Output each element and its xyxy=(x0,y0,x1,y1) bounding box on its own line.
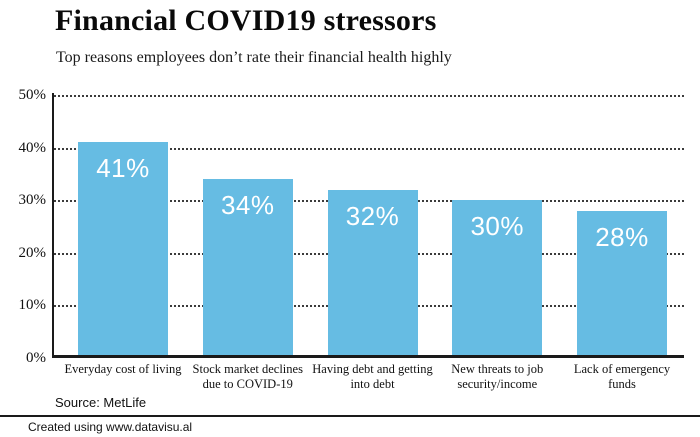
plot-area: 41% 34% 32% 30% 28% xyxy=(52,93,684,358)
source-note: Source: MetLife xyxy=(55,395,147,410)
bar: 28% xyxy=(577,210,667,358)
x-axis-category-label: New threats to job security/income xyxy=(451,362,544,391)
y-axis-tick-label: 30% xyxy=(18,192,47,209)
y-axis-line xyxy=(52,93,54,358)
footer-credit: Created using www.datavisu.al xyxy=(28,420,193,434)
gridline xyxy=(54,95,684,97)
y-axis-tick-label: 50% xyxy=(18,87,47,103)
x-axis-category-label: Lack of emergency funds xyxy=(573,362,671,391)
x-axis-category-label: Stock market declines due to COVID-19 xyxy=(192,362,303,391)
bar-value-label: 28% xyxy=(595,221,649,252)
bar-value-label: 30% xyxy=(470,211,525,242)
y-axis-tick-label: 0% xyxy=(26,350,46,366)
x-axis-category-label: Having debt and getting into debt xyxy=(312,362,433,391)
chart-title: Financial COVID19 stressors xyxy=(55,4,437,37)
bar: 41% xyxy=(78,142,168,358)
y-axis-tick-label: 10% xyxy=(18,297,47,314)
x-axis-category-label: Everyday cost of living xyxy=(64,362,182,376)
y-axis-tick-label: 40% xyxy=(18,139,47,156)
footer-divider xyxy=(0,415,700,417)
bar: 34% xyxy=(202,179,293,358)
chart-subtitle: Top reasons employees don’t rate their f… xyxy=(56,49,452,66)
bar-value-label: 32% xyxy=(345,200,400,231)
x-axis-labels: Everyday cost of living Stock market decl… xyxy=(52,362,684,396)
gridline xyxy=(54,147,684,150)
bar: 30% xyxy=(452,200,543,358)
bar: 32% xyxy=(327,189,418,358)
y-axis-tick-label: 20% xyxy=(18,244,47,261)
bar-value-label: 34% xyxy=(220,190,275,221)
bar-value-label: 41% xyxy=(96,153,150,184)
x-axis-line xyxy=(52,355,684,358)
